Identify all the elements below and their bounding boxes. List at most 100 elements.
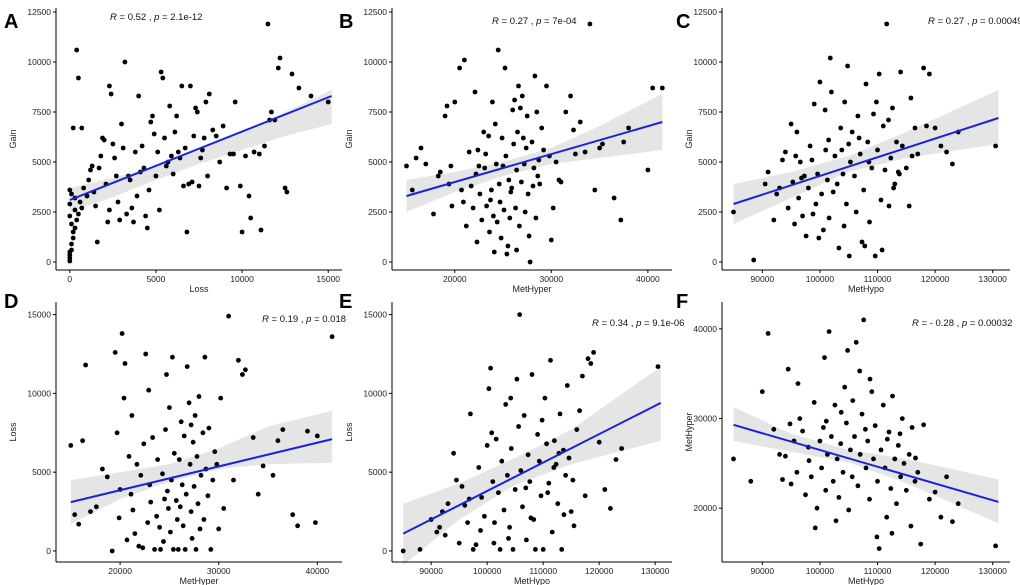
data-point <box>884 436 890 442</box>
data-point <box>878 197 884 203</box>
data-point <box>553 159 559 165</box>
data-point <box>124 211 129 217</box>
data-point <box>191 484 197 489</box>
data-point <box>993 543 998 549</box>
data-point <box>857 368 863 374</box>
data-point <box>806 458 812 464</box>
data-point <box>845 63 850 69</box>
data-point <box>518 105 523 111</box>
data-point <box>912 478 918 484</box>
data-point <box>602 487 608 492</box>
data-point <box>100 466 105 472</box>
data-point <box>568 509 574 514</box>
confidence-band <box>733 90 999 224</box>
data-point <box>848 159 853 165</box>
data-point <box>132 531 138 536</box>
data-point <box>876 71 882 77</box>
data-point <box>892 456 898 462</box>
data-point <box>434 529 440 535</box>
data-point <box>171 547 176 552</box>
data-point <box>924 123 929 129</box>
data-point <box>270 472 276 478</box>
data-point <box>155 457 161 462</box>
data-point <box>284 189 290 195</box>
data-point <box>131 219 136 225</box>
data-point <box>114 430 120 436</box>
data-point <box>524 113 530 119</box>
data-point <box>819 465 824 471</box>
data-point <box>537 181 543 187</box>
data-point <box>461 199 466 205</box>
data-point <box>124 537 130 543</box>
data-point <box>785 205 791 211</box>
data-point <box>788 121 794 127</box>
data-point <box>465 520 470 525</box>
data-point <box>822 107 828 113</box>
data-point <box>140 545 146 551</box>
data-point <box>213 133 219 139</box>
data-point <box>470 547 476 552</box>
data-point <box>908 523 914 529</box>
data-point <box>608 506 613 511</box>
data-point <box>170 354 175 360</box>
data-point <box>492 520 497 525</box>
data-point <box>556 177 562 183</box>
data-point <box>921 65 926 71</box>
data-point <box>588 361 594 366</box>
data-point <box>794 129 800 135</box>
data-point <box>793 153 799 159</box>
data-point <box>175 547 181 552</box>
data-point <box>897 431 903 437</box>
data-point <box>72 207 78 213</box>
data-point <box>166 506 171 511</box>
stat-text: = 0.018 <box>311 314 346 325</box>
data-point <box>171 450 177 456</box>
data-point <box>265 21 271 27</box>
data-point <box>275 438 281 444</box>
data-point <box>290 512 296 518</box>
data-point <box>119 331 125 336</box>
data-point <box>489 430 495 436</box>
data-point <box>76 211 81 217</box>
data-point <box>836 495 842 500</box>
data-point <box>203 99 209 105</box>
data-point <box>456 540 462 546</box>
data-point <box>296 85 302 91</box>
x-axis-title: MetHypo <box>514 576 550 585</box>
data-point <box>69 241 74 247</box>
y-axis-title: Loss <box>8 422 18 442</box>
data-point <box>886 429 892 435</box>
data-point <box>262 143 267 149</box>
data-point <box>574 427 580 432</box>
stat-text: p <box>153 12 159 23</box>
data-point <box>510 547 516 552</box>
data-point <box>196 394 202 399</box>
data-point <box>188 83 193 89</box>
y-tick-label: 0 <box>712 257 717 267</box>
stat-text: p <box>535 16 541 27</box>
y-tick-label: 10000 <box>27 388 51 398</box>
data-point <box>70 235 76 241</box>
data-point <box>780 157 785 163</box>
confidence-band <box>406 94 663 212</box>
data-point <box>559 547 565 552</box>
data-point <box>201 517 207 522</box>
data-point <box>308 93 314 99</box>
data-point <box>157 524 163 530</box>
y-tick-label: 5000 <box>32 157 51 167</box>
data-point <box>260 463 266 469</box>
data-point <box>226 313 232 319</box>
data-point <box>452 99 458 105</box>
data-point <box>867 219 872 225</box>
data-point <box>815 171 820 177</box>
data-point <box>840 469 846 475</box>
stat-text: p <box>961 318 967 329</box>
data-point <box>128 491 134 497</box>
data-point <box>188 422 194 428</box>
correlation-annotation: R = - 0.28 , p = 0.00032 <box>912 318 1012 329</box>
data-point <box>528 515 534 521</box>
data-point <box>206 425 212 431</box>
data-point <box>813 201 819 207</box>
data-point <box>499 458 505 464</box>
